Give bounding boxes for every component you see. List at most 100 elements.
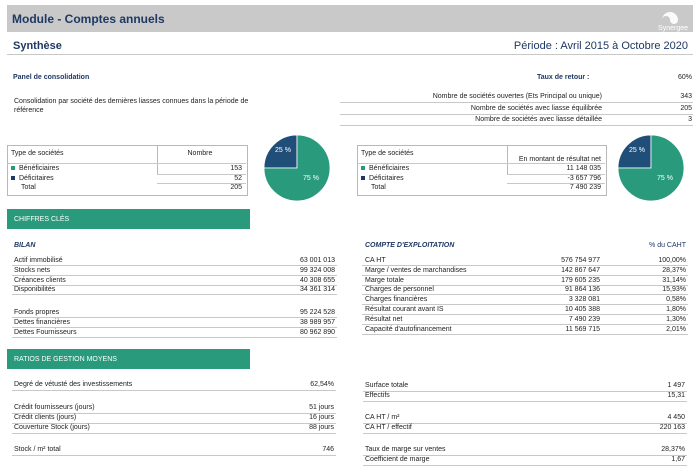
row-line — [363, 390, 687, 392]
row-label: Déficitaires — [19, 174, 54, 182]
pie-slice — [617, 134, 685, 202]
row-line — [7, 54, 693, 55]
row-value: 40 308 655 — [299, 276, 335, 284]
row-value: 91 864 136 — [564, 286, 600, 294]
row-line — [357, 163, 605, 164]
pie-slice — [263, 134, 331, 202]
row-label: Résultat courant avant IS — [365, 306, 444, 313]
row-line — [362, 323, 688, 325]
row-value: 7 490 239 — [569, 184, 601, 192]
row-line — [363, 454, 687, 456]
ratio-value: 220 163 — [659, 424, 685, 431]
row-line — [362, 314, 688, 315]
row-line — [12, 336, 337, 338]
panel-label: Nombre de sociétés avec liasse détaillée — [475, 116, 602, 123]
ratio-value: 16 jours — [309, 414, 334, 421]
ratio-value: 1,67 — [671, 456, 685, 463]
row-line — [362, 304, 688, 306]
ratio-label: Couverture Stock (jours) — [14, 424, 90, 431]
row-percent: 15,93% — [662, 286, 686, 294]
row-value: 34 361 314 — [299, 286, 335, 294]
row-label: Bénéficiaires — [369, 165, 410, 172]
column-header: % du CAHT — [649, 242, 686, 249]
row-line — [362, 274, 688, 276]
ratio-value: 746 — [322, 446, 334, 453]
row-line — [362, 265, 688, 266]
row-label: Bénéficiaires — [19, 165, 60, 172]
row-value: 99 324 008 — [299, 266, 335, 274]
pie-label: 25 % — [629, 146, 645, 154]
ratio-value: 51 jours — [309, 404, 334, 411]
row-line — [12, 317, 337, 319]
row-line — [157, 183, 246, 185]
ratio-value: 62,54% — [310, 381, 334, 388]
row-line — [12, 432, 336, 434]
row-line — [7, 163, 246, 164]
row-value: 11 148 035 — [566, 165, 601, 172]
row-percent: 31,14% — [662, 276, 686, 284]
section-bar-title: CHIFFRES CLÉS — [14, 216, 70, 223]
pie-label: 25 % — [275, 146, 291, 154]
row-label: Fonds propres — [14, 309, 60, 317]
subsection-title: COMPTE D'EXPLOITATION — [365, 242, 455, 249]
table-header: En montant de résultat net — [518, 156, 601, 163]
row-label: Dettes Fournisseurs — [14, 328, 77, 336]
ratio-value: 4 450 — [667, 414, 685, 421]
row-value: 80 962 890 — [299, 328, 335, 336]
row-label: Déficitaires — [369, 174, 404, 182]
row-line — [362, 284, 688, 286]
row-percent: 0,58% — [666, 296, 686, 304]
row-label: CA HT — [365, 257, 386, 264]
ratio-label: Taux de marge sur ventes — [365, 446, 446, 453]
table-divider — [507, 145, 508, 175]
legend-swatch — [361, 166, 365, 170]
row-value: 95 224 528 — [299, 309, 335, 317]
row-value: 10 405 388 — [564, 306, 600, 313]
header-bar — [7, 5, 693, 32]
row-value: 205 — [230, 184, 242, 192]
row-value: 38 989 957 — [299, 319, 335, 326]
row-line — [363, 464, 687, 466]
row-line — [12, 422, 336, 424]
row-line — [12, 454, 336, 456]
row-line — [12, 412, 336, 414]
table-header: Type de sociétés — [11, 150, 64, 157]
row-line — [507, 173, 605, 175]
row-value: 63 001 013 — [299, 257, 335, 264]
row-value: 3 328 081 — [568, 296, 600, 304]
table — [357, 145, 607, 196]
section-bar — [7, 209, 250, 229]
ratio-label: CA HT / effectif — [365, 424, 412, 431]
pie-slice — [617, 134, 652, 169]
row-label: Créances clients — [14, 276, 66, 284]
section-bar-title: RATIOS DE GESTION MOYENS — [14, 356, 117, 363]
row-label: Total — [371, 184, 386, 192]
panel-description: Consolidation par société des dernières … — [14, 98, 249, 114]
panel-value: 205 — [680, 104, 692, 112]
legend-swatch — [11, 166, 15, 170]
row-line — [363, 400, 687, 402]
row-label: Actif immobilisé — [14, 257, 63, 264]
row-value: 142 867 647 — [561, 266, 600, 274]
row-value: 179 605 235 — [561, 276, 600, 284]
row-label: Dettes financières — [14, 319, 71, 326]
pie-label: 75 % — [657, 175, 673, 182]
row-label: Marge / ventes de marchandises — [365, 266, 467, 274]
row-percent: 100,00% — [658, 257, 686, 264]
table-header: Nombre — [187, 150, 213, 157]
ratio-label: Crédit fournisseurs (jours) — [14, 404, 95, 411]
logo-icon — [662, 12, 678, 24]
row-line — [12, 274, 337, 276]
subsection-title: BILAN — [14, 242, 36, 249]
logo-text: Synergee — [658, 25, 688, 32]
legend-swatch — [361, 175, 365, 180]
section-bar — [7, 349, 250, 369]
period: Période : Avril 2015 à Octobre 2020 — [513, 40, 688, 52]
row-percent: 2,01% — [666, 325, 686, 333]
row-value: -3 657 796 — [567, 174, 601, 182]
table — [7, 145, 248, 196]
row-label: Total — [21, 184, 36, 192]
row-percent: 1,30% — [666, 315, 686, 323]
